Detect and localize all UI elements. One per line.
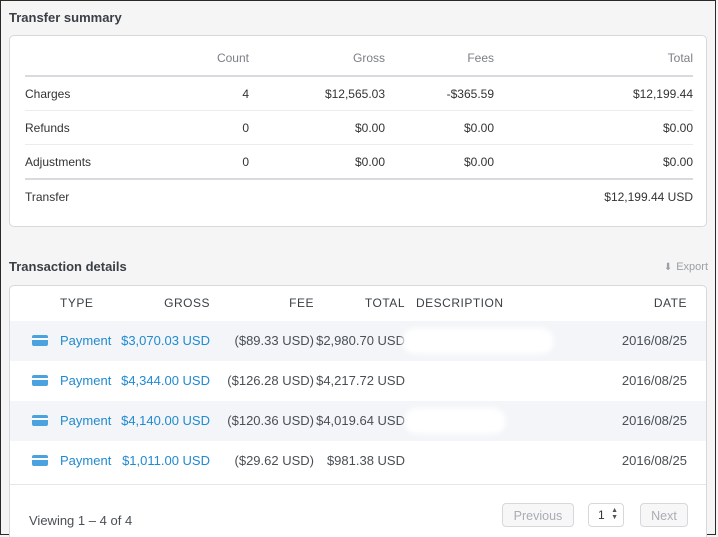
- table-row[interactable]: Payment $3,070.03 USD ($89.33 USD) $2,98…: [10, 321, 706, 361]
- gross-amount-link[interactable]: $4,344.00 USD: [121, 373, 210, 388]
- summary-count: 4: [242, 87, 249, 101]
- summary-header-fees: Fees: [467, 51, 494, 65]
- total-amount: $981.38 USD: [326, 453, 405, 468]
- redacted-description: [410, 414, 500, 428]
- summary-fees: $0.00: [463, 121, 494, 135]
- summary-count: 0: [242, 121, 249, 135]
- payment-type-link[interactable]: Payment: [60, 333, 112, 348]
- viewing-of: of: [110, 513, 122, 528]
- export-label: Export: [676, 261, 708, 273]
- next-page-button[interactable]: Next: [640, 503, 688, 527]
- credit-card-icon: [32, 375, 48, 386]
- summary-label: Adjustments: [25, 155, 92, 169]
- transaction-date: 2016/08/25: [621, 453, 687, 468]
- viewing-total: 4: [124, 513, 133, 528]
- fee-amount: ($120.36 USD): [227, 413, 314, 428]
- redacted-description: [408, 334, 548, 348]
- transfer-summary-title: Transfer summary: [9, 10, 122, 25]
- transactions-header-row: TYPE GROSS FEE TOTAL DESCRIPTION DATE: [10, 288, 706, 318]
- fee-amount: ($29.62 USD): [234, 453, 314, 468]
- summary-total: $12,199.44: [632, 87, 693, 101]
- summary-gross: $0.00: [354, 121, 385, 135]
- summary-gross: $12,565.03: [324, 87, 385, 101]
- summary-label: Refunds: [25, 121, 70, 135]
- table-row[interactable]: Payment $1,011.00 USD ($29.62 USD) $981.…: [10, 441, 706, 481]
- header-date: DATE: [653, 296, 687, 310]
- summary-fees: -$365.59: [446, 87, 494, 101]
- gross-amount-link[interactable]: $1,011.00 USD: [122, 453, 210, 468]
- transaction-details-card: TYPE GROSS FEE TOTAL DESCRIPTION DATE Pa…: [9, 285, 707, 537]
- pagination-bar: Viewing 1 – 4 of 4 Previous 1 ▲ ▼ Next: [10, 484, 706, 537]
- transaction-date: 2016/08/25: [621, 373, 687, 388]
- summary-total: $0.00: [662, 155, 693, 169]
- header-type: TYPE: [60, 296, 94, 310]
- export-button[interactable]: ⬇ Export: [664, 261, 708, 273]
- summary-row-charges: Charges 4 $12,565.03 -$365.59 $12,199.44: [25, 75, 693, 111]
- previous-page-button[interactable]: Previous: [502, 503, 574, 527]
- header-total: TOTAL: [364, 296, 405, 310]
- credit-card-icon: [32, 335, 48, 346]
- header-fee: FEE: [289, 296, 314, 310]
- summary-count: 0: [242, 155, 249, 169]
- summary-row-transfer: Transfer $12,199.44 USD: [25, 178, 693, 214]
- gross-amount-link[interactable]: $3,070.03 USD: [121, 333, 210, 348]
- summary-row-refunds: Refunds 0 $0.00 $0.00 $0.00: [25, 110, 693, 145]
- table-row[interactable]: Payment $4,344.00 USD ($126.28 USD) $4,2…: [10, 361, 706, 401]
- summary-fees: $0.00: [463, 155, 494, 169]
- payment-type-link[interactable]: Payment: [60, 453, 112, 468]
- total-amount: $4,217.72 USD: [316, 373, 405, 388]
- summary-row-adjustments: Adjustments 0 $0.00 $0.00 $0.00: [25, 144, 693, 179]
- summary-gross: $0.00: [354, 155, 385, 169]
- transaction-date: 2016/08/25: [621, 413, 687, 428]
- fee-amount: ($126.28 USD): [227, 373, 314, 388]
- header-gross: GROSS: [164, 296, 210, 310]
- payment-type-link[interactable]: Payment: [60, 373, 112, 388]
- summary-transfer-label: Transfer: [25, 190, 70, 204]
- summary-total: $0.00: [662, 121, 693, 135]
- viewing-prefix: Viewing: [29, 513, 75, 528]
- summary-header-total: Total: [667, 51, 693, 65]
- summary-label: Charges: [25, 87, 71, 101]
- fee-amount: ($89.33 USD): [234, 333, 314, 348]
- credit-card-icon: [32, 415, 48, 426]
- total-amount: $4,019.64 USD: [316, 413, 405, 428]
- summary-transfer-total: $12,199.44 USD: [604, 190, 693, 204]
- summary-header-row: Count Gross Fees Total: [25, 41, 693, 75]
- up-down-arrows-icon: ▲ ▼: [611, 507, 618, 521]
- header-description: DESCRIPTION: [416, 296, 504, 310]
- total-amount: $2,980.70 USD: [316, 333, 405, 348]
- summary-header-gross: Gross: [352, 51, 385, 65]
- page-number-select[interactable]: 1 ▲ ▼: [588, 503, 624, 527]
- download-arrow-icon: ⬇: [663, 262, 673, 273]
- payment-type-link[interactable]: Payment: [60, 413, 112, 428]
- gross-amount-link[interactable]: $4,140.00 USD: [121, 413, 210, 428]
- transaction-date: 2016/08/25: [621, 333, 687, 348]
- table-row[interactable]: Payment $4,140.00 USD ($120.36 USD) $4,0…: [10, 401, 706, 441]
- summary-header-count: Count: [216, 51, 249, 65]
- credit-card-icon: [32, 455, 48, 466]
- page-number-value: 1: [598, 508, 605, 522]
- transaction-details-title: Transaction details: [9, 259, 127, 274]
- viewing-range: 1 – 4: [77, 513, 107, 528]
- viewing-summary: Viewing 1 – 4 of 4: [29, 513, 132, 528]
- transfer-summary-card: Count Gross Fees Total Charges 4 $12,565…: [9, 35, 707, 227]
